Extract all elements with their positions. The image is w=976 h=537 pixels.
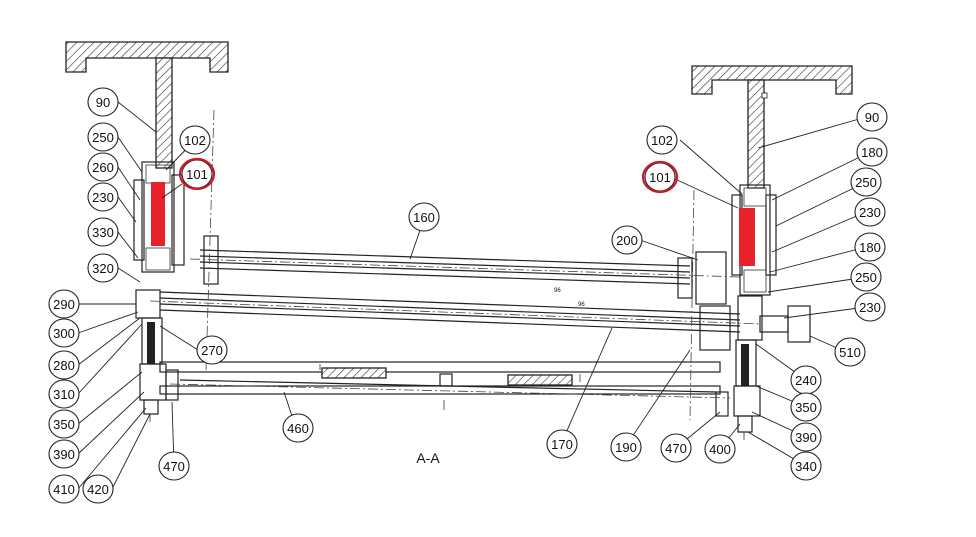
callout-label: 101 (186, 167, 208, 182)
red-highlight-circle (641, 160, 679, 194)
callout-label: 290 (53, 297, 75, 312)
callout-label: 330 (92, 225, 114, 240)
callout-200: 200 (611, 225, 643, 255)
callout-label: 350 (53, 417, 75, 432)
callout-230-right: 230 (854, 197, 886, 227)
callout-280-left: 280 (48, 350, 80, 380)
lower-frame-460 (159, 361, 731, 410)
callout-101-left: 101 (178, 157, 216, 191)
callout-350-left: 350 (48, 409, 80, 439)
callout-label: 320 (92, 261, 114, 276)
callout-label: 300 (53, 326, 75, 341)
callout-330-left: 330 (87, 217, 119, 247)
callout-230-left: 230 (87, 182, 119, 212)
callout-label: 102 (184, 133, 206, 148)
callout-label: 180 (859, 240, 881, 255)
callout-102-right: 102 (646, 125, 678, 155)
callout-350-right: 350 (790, 392, 822, 422)
callout-180-right-2: 180 (854, 232, 886, 262)
callout-label: 510 (839, 345, 861, 360)
callout-label: 410 (53, 482, 75, 497)
callout-420-left: 420 (82, 474, 114, 504)
callout-label: 420 (87, 482, 109, 497)
callout-label: 102 (651, 133, 673, 148)
callout-label: 230 (859, 300, 881, 315)
callout-410-left: 410 (48, 474, 80, 504)
callout-250-left: 250 (87, 122, 119, 152)
callout-label: 250 (855, 270, 877, 285)
callout-label: 350 (795, 400, 817, 415)
callout-510: 510 (834, 337, 866, 367)
callout-101-right: 101 (641, 160, 679, 194)
callout-label: 90 (96, 95, 110, 110)
callout-label: 200 (616, 233, 638, 248)
callout-label: 101 (649, 170, 671, 185)
callout-label: 390 (53, 447, 75, 462)
callout-label: 470 (665, 441, 687, 456)
callout-label: 280 (53, 358, 75, 373)
section-label: A-A (416, 450, 440, 466)
callout-label: 240 (795, 373, 817, 388)
callout-label: 170 (551, 437, 573, 452)
callout-250-right-2: 250 (850, 262, 882, 292)
right-highlighted-part-101 (739, 208, 755, 266)
callout-label: 90 (865, 110, 879, 125)
callout-label: 250 (92, 130, 114, 145)
callout-230-right-2: 230 (854, 292, 886, 322)
right-support-beam (691, 65, 853, 189)
callout-290-left: 290 (48, 289, 80, 319)
callout-label: 270 (201, 343, 223, 358)
callout-400: 400 (704, 434, 736, 464)
upper-shaft-160 (189, 235, 741, 305)
callout-label: 310 (53, 387, 75, 402)
left-support-beam (65, 41, 229, 169)
callout-label: 340 (795, 459, 817, 474)
callout-90-right: 90 (856, 102, 888, 132)
callout-label: 460 (287, 421, 309, 436)
callout-190: 190 (610, 432, 642, 462)
left-centerline (205, 109, 215, 371)
callout-470-right: 470 (660, 433, 692, 463)
callout-label: 180 (861, 145, 883, 160)
callout-label: 400 (709, 442, 731, 457)
callout-160: 160 (408, 202, 440, 232)
callout-label: 260 (92, 160, 114, 175)
callout-label: 250 (855, 175, 877, 190)
callout-label: 470 (163, 459, 185, 474)
callout-label: 390 (795, 430, 817, 445)
callout-label: 230 (92, 190, 114, 205)
callout-260-left: 260 (87, 152, 119, 182)
callout-102-left: 102 (179, 125, 211, 155)
callout-470-left: 470 (158, 451, 190, 481)
red-highlight-circle (178, 157, 216, 191)
callout-320-left: 320 (87, 253, 119, 283)
callout-310-left: 310 (48, 379, 80, 409)
callout-170: 170 (546, 429, 578, 459)
dim-mark-1: 96 (554, 288, 561, 294)
dim-mark-2: 96 (578, 302, 585, 308)
callout-460: 460 (282, 413, 314, 443)
callout-240: 240 (790, 365, 822, 395)
callout-90-left: 90 (87, 87, 119, 117)
middle-shaft-170 (149, 291, 811, 351)
callout-390-right: 390 (790, 422, 822, 452)
left-highlighted-part-101 (151, 182, 165, 246)
callout-label: 160 (413, 210, 435, 225)
callout-label: 190 (615, 440, 637, 455)
callout-label: 230 (859, 205, 881, 220)
right-centerline (689, 189, 695, 421)
callout-180-right: 180 (856, 137, 888, 167)
callout-390-left: 390 (48, 439, 80, 469)
callout-300-left: 300 (48, 318, 80, 348)
callout-340: 340 (790, 451, 822, 481)
callout-250-right: 250 (850, 167, 882, 197)
callout-270-left: 270 (196, 335, 228, 365)
